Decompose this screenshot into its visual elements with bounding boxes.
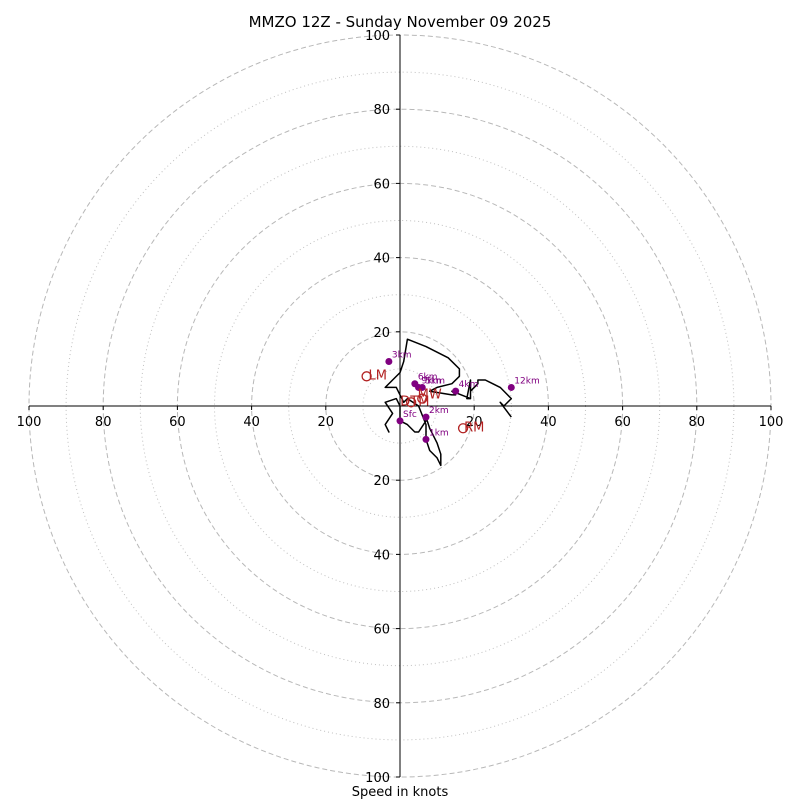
height-label: 6km <box>418 373 438 383</box>
height-point <box>396 417 404 425</box>
tick-label: 60 <box>614 415 631 430</box>
storm-motion-label: RM <box>464 421 484 436</box>
tick-label: 60 <box>373 177 390 192</box>
tick-label: 40 <box>373 548 390 563</box>
height-label: 3km <box>392 350 412 360</box>
height-point <box>507 383 515 391</box>
tick-label: 100 <box>365 29 390 44</box>
height-point <box>415 383 423 391</box>
tick-label: 40 <box>540 415 557 430</box>
wind-trace-line <box>384 338 513 467</box>
tick-label: 60 <box>373 623 390 638</box>
tick-label: 40 <box>243 415 260 430</box>
height-label: 9km <box>422 376 442 386</box>
height-label: 12km <box>514 376 539 386</box>
height-point <box>422 413 430 421</box>
storm-motion-label: MW <box>418 387 442 402</box>
tick-label: 20 <box>373 326 390 341</box>
height-point <box>422 435 430 443</box>
height-point <box>385 357 393 365</box>
height-label: Sfc <box>403 410 417 420</box>
height-label: 5km <box>425 376 445 386</box>
tick-label: 20 <box>318 415 335 430</box>
wind-trace <box>384 338 513 467</box>
storm-motion-label: DTM <box>400 395 429 410</box>
chart-title: MMZO 12Z - Sunday November 09 2025 <box>249 13 552 31</box>
height-point <box>452 387 460 395</box>
x-axis-label: Speed in knots <box>352 785 449 800</box>
tick-label: 80 <box>95 415 112 430</box>
storm-motion-marker <box>417 393 428 404</box>
tick-label: 80 <box>373 697 390 712</box>
tick-label: 20 <box>373 474 390 489</box>
tick-label: 100 <box>17 415 42 430</box>
storm-motion-label: LM <box>369 369 387 384</box>
height-label: 2km <box>429 406 449 416</box>
tick-label: 100 <box>759 415 784 430</box>
storm-motion-marker <box>405 397 417 408</box>
storm-motion-marker <box>361 371 372 382</box>
tick-label: 20 <box>466 415 483 430</box>
tick-label: 60 <box>169 415 186 430</box>
tick-label: 40 <box>373 252 390 267</box>
tick-label: 80 <box>373 103 390 118</box>
height-label: 1km <box>429 428 449 438</box>
tick-label: 100 <box>365 771 390 786</box>
storm-motion-marker <box>457 423 469 434</box>
tick-label: 80 <box>689 415 706 430</box>
axis-tick-labels: 100 80 60 40 20 20 40 60 80 100 100 80 60 40 20 20 40 60 8… <box>17 29 784 786</box>
height-label: 4km <box>459 380 479 390</box>
